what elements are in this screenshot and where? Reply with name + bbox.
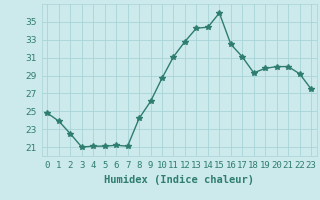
X-axis label: Humidex (Indice chaleur): Humidex (Indice chaleur) [104,175,254,185]
